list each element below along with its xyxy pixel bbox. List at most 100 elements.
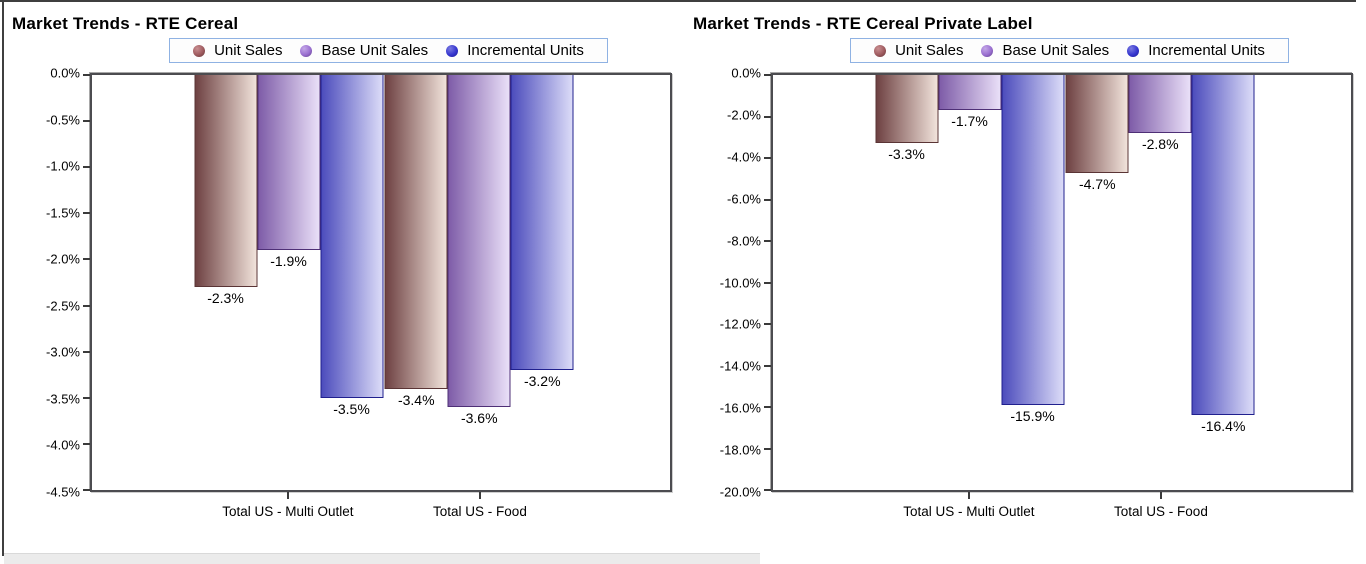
bar-base-unit-sales [447, 75, 511, 407]
bar-value-label: -1.7% [951, 113, 988, 130]
bar-slot: -1.7% [938, 75, 1002, 490]
legend-item: Incremental Units [446, 42, 584, 59]
window-frame-left [2, 0, 4, 556]
bar-unit-sales [1065, 75, 1129, 173]
bar-slot: -3.3% [875, 75, 939, 490]
y-tick [764, 323, 771, 325]
bar-value-label: -3.4% [397, 391, 435, 408]
legend: Unit Sales Base Unit Sales Incremental Uni… [850, 38, 1289, 63]
x-axis-category-label: Total US - Food [433, 504, 527, 519]
bar-value-label: -1.9% [270, 253, 307, 270]
legend-item: Unit Sales [874, 42, 963, 59]
y-tick [764, 115, 771, 118]
legend-label: Incremental Units [467, 42, 584, 59]
legend-item: Base Unit Sales [300, 42, 428, 59]
y-axis-tick-label: -1.0% [46, 158, 80, 174]
legend-label: Base Unit Sales [321, 42, 429, 59]
y-axis-tick-label: 0.0% [50, 65, 80, 81]
bar-slot: -16.4% [1191, 75, 1255, 490]
bar-base-unit-sales [1128, 75, 1192, 134]
y-axis-tick-label: -2.0% [727, 107, 761, 123]
y-tick [764, 74, 771, 76]
y-tick [83, 74, 90, 76]
bar-slot: -15.9% [1001, 75, 1065, 490]
charts-container: Market Trends - RTE Cereal Unit Sales Bas… [4, 2, 1366, 536]
bar-unit-sales [194, 75, 258, 288]
y-tick [83, 120, 90, 123]
y-axis-tick-label: -14.0% [719, 358, 761, 374]
y-axis-tick-label: -20.0% [719, 484, 761, 500]
bar-value-label: -3.5% [333, 400, 370, 417]
y-axis-tick-label: -2.5% [46, 298, 80, 314]
y-tick [764, 281, 771, 284]
legend-row: Unit Sales Base Unit Sales Incremental Uni… [92, 38, 685, 63]
y-tick [83, 350, 90, 353]
x-axis-category-label: Total US - Multi Outlet [222, 504, 354, 519]
x-axis-category-label: Total US - Multi Outlet [903, 504, 1035, 519]
bar-slot: -4.7% [1065, 75, 1129, 490]
chart-body: 0.0% -0.5% -1.0% -1.5% -2.0% -2.5% -3.0% -3.5% -… [4, 66, 685, 500]
legend-label: Unit Sales [214, 42, 283, 59]
chart-body: 0.0% -2.0% -4.0% -6.0% -8.0% -10.0% -12.0% -14.… [685, 66, 1366, 500]
x-tick [478, 492, 481, 499]
chart-panel-rte-cereal-private-label: Market Trends - RTE Cereal Private Label… [685, 2, 1366, 536]
legend: Unit Sales Base Unit Sales Incremental Uni… [169, 38, 608, 63]
bar-slot: -3.6% [447, 75, 511, 490]
plot-area: -2.3% -1.9% -3.5% -3.4% -3.6% -3.2% [83, 73, 672, 492]
bar-base-unit-sales [257, 75, 321, 251]
y-tick [83, 304, 90, 307]
base-unit-sales-marker-icon [300, 44, 313, 57]
unit-sales-marker-icon [193, 44, 206, 57]
y-axis-tick-label: -1.5% [46, 205, 80, 221]
y-tick [83, 212, 90, 215]
bar-group: -3.3% -1.7% -15.9% [875, 75, 1065, 490]
y-tick [764, 364, 771, 367]
legend-item: Base Unit Sales [981, 42, 1109, 59]
bar-slot: -1.9% [257, 75, 321, 490]
legend-row: Unit Sales Base Unit Sales Incremental Uni… [773, 38, 1366, 63]
bar-incremental-units [320, 75, 384, 398]
y-axis: 0.0% -0.5% -1.0% -1.5% -2.0% -2.5% -3.0% -3.5% -… [4, 66, 90, 500]
bar-value-label: -16.4% [1201, 418, 1246, 435]
footer-strip [4, 553, 760, 564]
bar-value-label: -3.3% [888, 146, 925, 163]
x-axis: Total US - Multi Outlet Total US - Food [90, 492, 672, 536]
legend-item: Unit Sales [193, 42, 282, 59]
y-tick [83, 442, 90, 445]
x-axis-category-label: Total US - Food [1114, 504, 1208, 519]
plot-area: -3.3% -1.7% -15.9% -4.7% -2.8% -16.4% [764, 73, 1353, 492]
y-axis-tick-label: -18.0% [719, 442, 761, 458]
x-tick [1159, 492, 1162, 499]
bar-base-unit-sales [938, 75, 1002, 111]
y-tick [764, 240, 771, 242]
y-tick [764, 447, 771, 450]
y-axis-tick-label: -12.0% [719, 316, 761, 332]
bar-slot: -2.8% [1128, 75, 1192, 490]
y-tick [83, 396, 90, 399]
incremental-units-marker-icon [1127, 44, 1140, 57]
y-axis-tick-label: -8.0% [727, 233, 761, 249]
y-tick [764, 157, 771, 159]
y-axis-tick-label: -4.0% [46, 437, 80, 453]
incremental-units-marker-icon [446, 44, 459, 57]
bar-value-label: -3.6% [460, 410, 498, 426]
y-axis-tick-label: -4.5% [46, 484, 80, 500]
y-axis-tick-label: -3.0% [46, 344, 80, 360]
bar-group: -3.4% -3.6% -3.2% [384, 75, 574, 490]
bar-value-label: -4.7% [1078, 175, 1116, 192]
bar-incremental-units [1191, 75, 1255, 416]
window-frame-top [0, 0, 1356, 2]
base-unit-sales-marker-icon [981, 44, 994, 57]
y-tick [83, 166, 90, 169]
bar-value-label: -2.8% [1141, 136, 1179, 153]
x-tick [967, 492, 970, 499]
chart-title: Market Trends - RTE Cereal [12, 14, 239, 33]
legend-label: Base Unit Sales [1002, 42, 1110, 59]
y-axis-tick-label: -10.0% [719, 275, 761, 290]
chart-panel-rte-cereal: Market Trends - RTE Cereal Unit Sales Bas… [4, 2, 685, 536]
legend-item: Incremental Units [1127, 42, 1265, 59]
bar-group: -2.3% -1.9% -3.5% [194, 75, 384, 490]
y-axis: 0.0% -2.0% -4.0% -6.0% -8.0% -10.0% -12.0% -14.… [685, 66, 771, 500]
y-tick [764, 489, 771, 491]
legend-label: Unit Sales [895, 42, 964, 59]
